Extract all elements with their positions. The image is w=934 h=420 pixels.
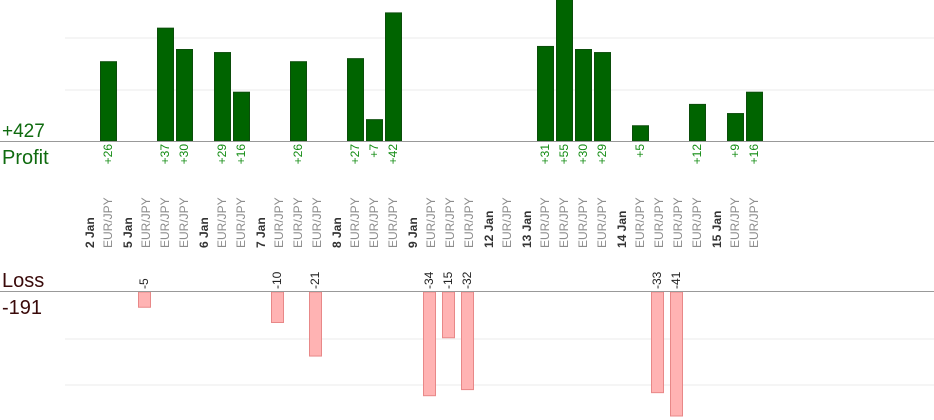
pair-label: EUR/JPY [424,197,438,248]
pair-label: EUR/JPY [139,197,153,248]
profit-value-label: +5 [633,144,647,158]
profit-value-label: +26 [101,144,115,165]
profit-bar [557,0,573,141]
profit-bar [747,92,763,141]
pair-label: EUR/JPY [101,197,115,248]
loss-value-label: -32 [460,271,474,289]
profit-bar [348,59,364,141]
profit-value-label: +30 [576,144,590,165]
pair-label: EUR/JPY [215,197,229,248]
pair-label: EUR/JPY [728,197,742,248]
pair-label: EUR/JPY [538,197,552,248]
date-label: 2 Jan [83,217,97,248]
loss-value-label: -41 [669,271,683,289]
profit-value-label: +16 [747,144,761,165]
profit-bar [177,50,193,142]
loss-bar [652,292,664,393]
loss-value-label: -5 [137,278,151,289]
pair-label: EUR/JPY [443,197,457,248]
profit-value-label: +9 [728,144,742,158]
pair-label: EUR/JPY [234,197,248,248]
pair-label: EUR/JPY [386,197,400,248]
pair-label: EUR/JPY [291,197,305,248]
date-label: 12 Jan [482,211,496,248]
profit-value-label: +29 [215,144,229,165]
pair-label: EUR/JPY [500,197,514,248]
pair-label: EUR/JPY [576,197,590,248]
pair-label: EUR/JPY [462,197,476,248]
pair-label: EUR/JPY [690,197,704,248]
pair-label: EUR/JPY [177,197,191,248]
profit-bar [101,62,117,141]
loss-value-label: -10 [270,271,284,289]
date-label: 14 Jan [615,211,629,248]
profit-bar [633,126,649,141]
labels-layer: 2 Jan EUR/JPY +26 5 Jan EUR/JPY -5 EUR/JPY +37 E… [83,144,761,289]
loss-value-label: -15 [441,271,455,289]
profit-value-label: +26 [291,144,305,165]
pair-label: EUR/JPY [595,197,609,248]
date-label: 15 Jan [710,211,724,248]
profit-value-label: +42 [386,144,400,165]
loss-bar [671,292,683,416]
date-label: 13 Jan [520,211,534,248]
profit-bar [234,92,250,141]
pair-label: EUR/JPY [633,197,647,248]
pair-label: EUR/JPY [310,197,324,248]
date-label: 6 Jan [197,217,211,248]
pair-label: EUR/JPY [367,197,381,248]
date-label: 7 Jan [254,217,268,248]
profit-value-label: +30 [177,144,191,165]
loss-bar [272,292,284,323]
loss-value-label: -34 [422,271,436,289]
profit-bar [215,53,231,141]
profit-value-label: +27 [348,144,362,165]
pair-label: EUR/JPY [557,197,571,248]
loss-bar [462,292,474,390]
profit-bar [690,104,706,141]
date-label: 8 Jan [330,217,344,248]
loss-title: Loss [2,270,44,292]
profit-bar [595,53,611,141]
loss-value-label: -21 [308,271,322,289]
loss-bar [139,292,151,307]
profit-bar [538,46,554,141]
pair-label: EUR/JPY [671,197,685,248]
profit-value-label: +29 [595,144,609,165]
loss-value-label: -33 [650,271,664,289]
loss-bar [424,292,436,396]
profit-bar [386,13,402,141]
loss-total: -191 [2,297,42,319]
date-label: 9 Jan [406,217,420,248]
profit-value-label: +31 [538,144,552,165]
profit-bar [367,120,383,141]
profit-value-label: +55 [557,144,571,165]
date-label: 5 Jan [121,217,135,248]
profit-value-label: +37 [158,144,172,165]
pair-label: EUR/JPY [158,197,172,248]
profit-title: Profit [2,147,49,169]
pair-label: EUR/JPY [348,197,362,248]
profit-value-label: +16 [234,144,248,165]
profit-value-label: +7 [367,144,381,158]
profit-bar [291,62,307,141]
loss-bar [310,292,322,356]
loss-bar [443,292,455,338]
profit-bar [158,28,174,141]
pair-label: EUR/JPY [747,197,761,248]
profit-total: +427 [2,121,45,142]
pair-label: EUR/JPY [652,197,666,248]
profit-bar [576,50,592,142]
pair-label: EUR/JPY [272,197,286,248]
profit-value-label: +12 [690,144,704,165]
profit-bar [728,114,744,141]
